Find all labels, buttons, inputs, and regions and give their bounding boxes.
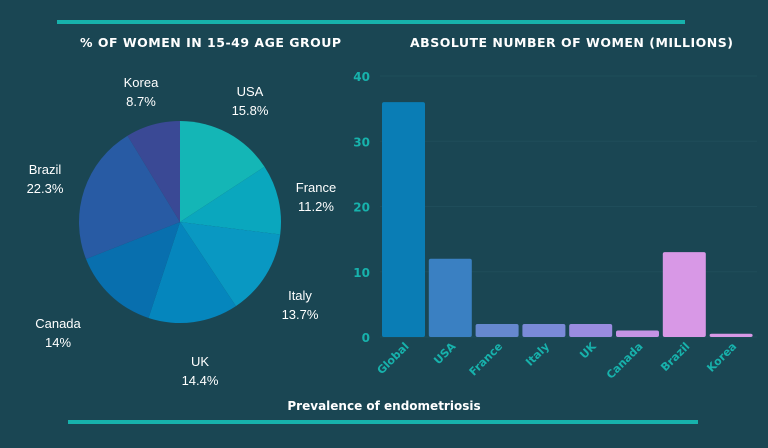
x-tick-label: Global (375, 340, 412, 377)
pie-slice-uk (148, 222, 236, 323)
x-tick-label: UK (577, 340, 599, 362)
bar-korea (709, 333, 753, 337)
top-divider (57, 20, 685, 24)
pie-slice-brazil (79, 135, 180, 259)
pie-label-canada: Canada 14% (18, 314, 98, 352)
pie-label-usa: USA 15.8% (210, 82, 290, 120)
pie-slice-usa (180, 121, 265, 222)
slice-value: 8.7% (126, 94, 156, 109)
pie-slice-korea (127, 121, 180, 222)
slice-name: Canada (35, 316, 81, 331)
x-tick-label: Korea (704, 340, 739, 375)
y-tick-label: 30 (353, 135, 370, 149)
pie-label-korea: Korea 8.7% (101, 73, 181, 111)
bar-france (475, 323, 519, 337)
slice-value: 15.8% (231, 103, 269, 118)
slice-value: 14% (44, 335, 72, 350)
y-tick-label: 10 (353, 266, 370, 280)
slice-value: 11.2% (298, 199, 334, 214)
pie-label-italy: Italy 13.7% (260, 286, 340, 324)
bar-uk (569, 323, 613, 337)
bottom-divider (68, 420, 698, 424)
footer-caption: Prevalence of endometriosis (287, 399, 481, 413)
pie-slice-canada (86, 222, 180, 318)
bar-title: ABSOLUTE NUMBER OF WOMEN (MILLIONS) (410, 35, 734, 50)
slice-value: 14.4% (181, 373, 219, 388)
slice-value: 13.7% (281, 307, 319, 322)
pie-label-brazil: Brazil 22.3% (5, 160, 85, 198)
y-tick-label: 40 (353, 70, 370, 84)
slice-name: Korea (123, 75, 159, 90)
x-tick-label: Italy (523, 340, 552, 369)
bar-italy (522, 323, 566, 337)
x-tick-label: Brazil (658, 340, 692, 374)
slice-name: Brazil (28, 162, 62, 177)
slice-name: France (295, 180, 337, 195)
pie-slice-france (180, 166, 281, 235)
pie-slice-italy (180, 222, 281, 307)
pie-label-uk: UK 14.4% (160, 352, 240, 390)
slice-name: UK (190, 354, 210, 369)
y-tick-label: 0 (362, 331, 370, 345)
bar-brazil (662, 252, 706, 337)
pie-label-france: France 11.2% (276, 178, 356, 216)
slice-name: USA (236, 84, 264, 99)
x-tick-label: Canada (604, 340, 646, 382)
slice-name: Italy (288, 288, 312, 303)
pie-title: % OF WOMEN IN 15-49 AGE GROUP (80, 35, 342, 50)
x-tick-label: France (467, 340, 506, 379)
slice-value: 22.3% (26, 181, 64, 196)
y-tick-label: 20 (353, 201, 370, 215)
x-tick-label: USA (431, 340, 458, 367)
bar-usa (428, 258, 472, 337)
bar-canada (616, 330, 659, 337)
bar-global (382, 102, 425, 337)
